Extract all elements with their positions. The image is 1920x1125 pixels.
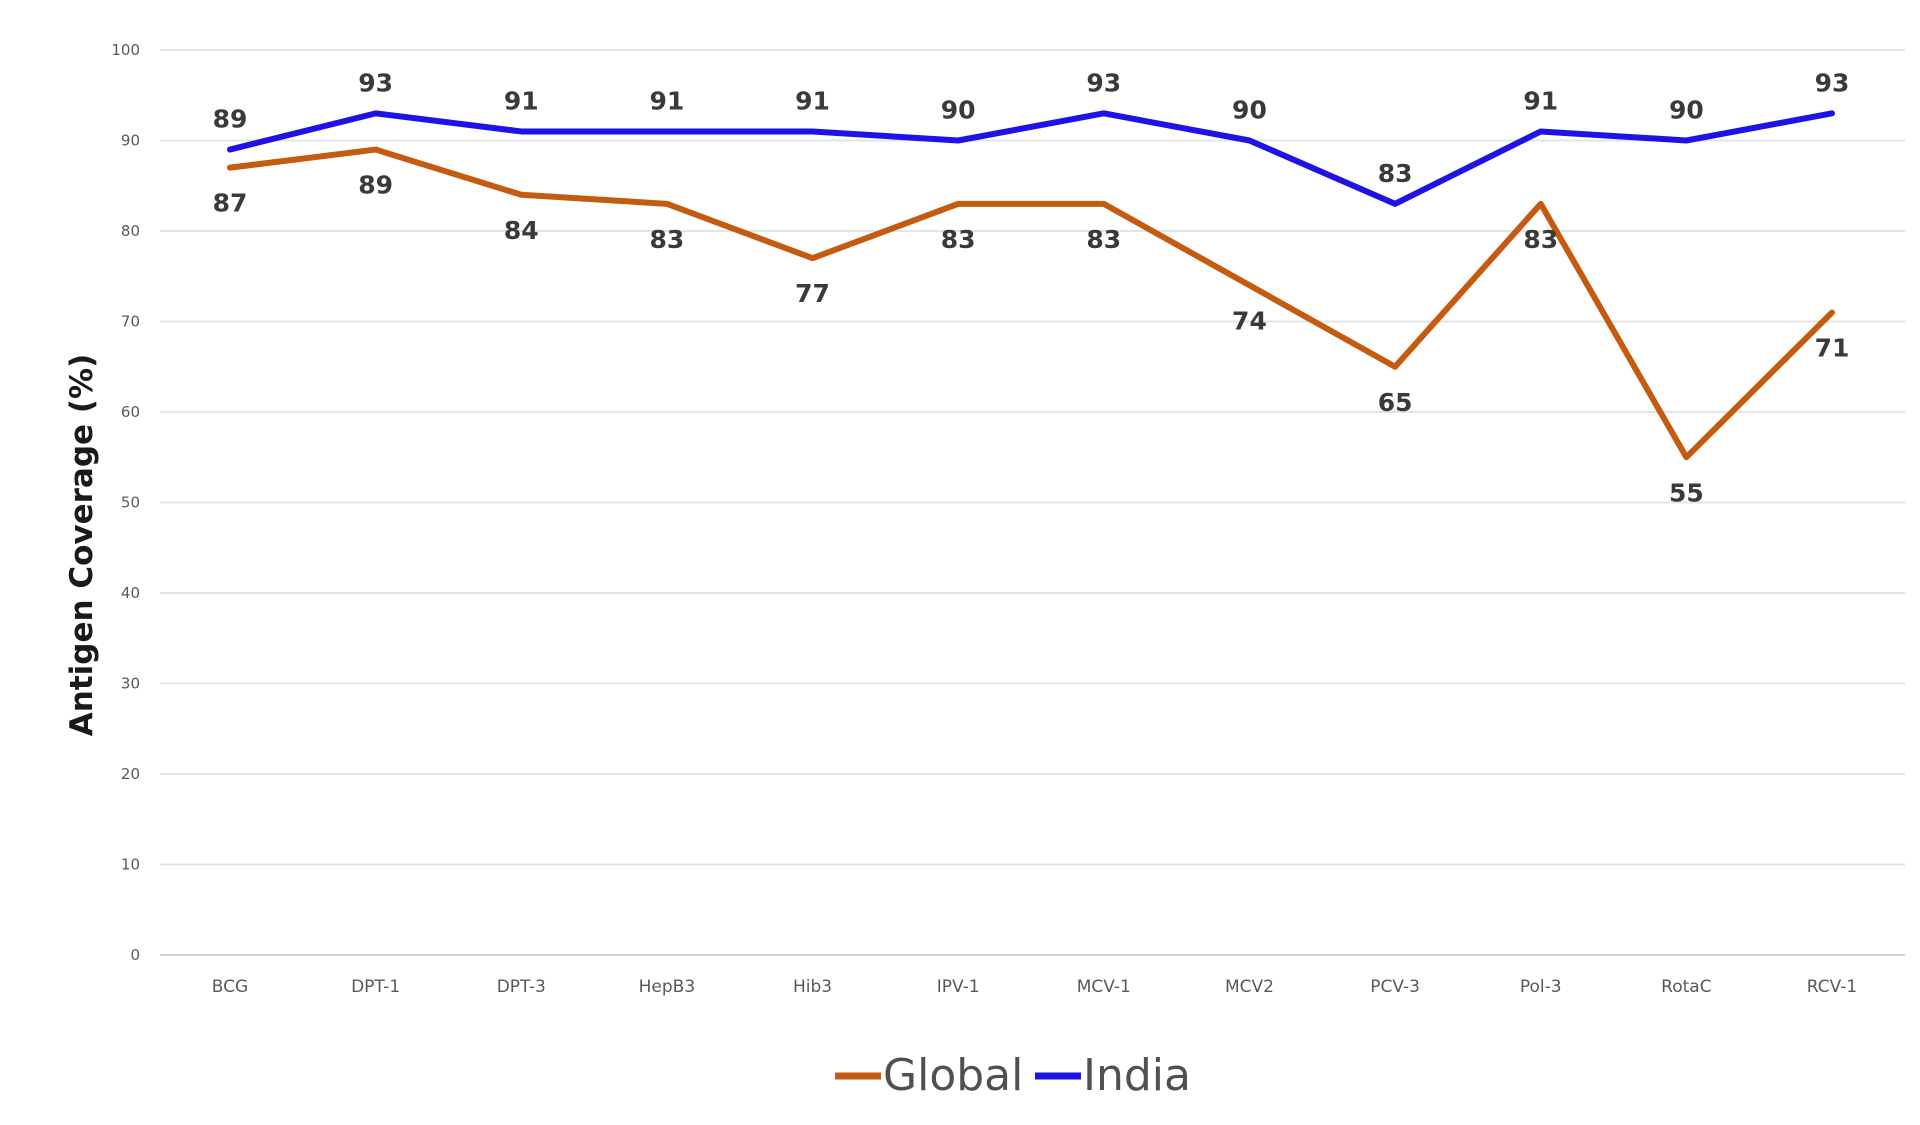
x-tick-label: IPV-1 xyxy=(937,977,980,997)
data-label-global: 84 xyxy=(504,216,539,245)
y-axis-label: Antigen Coverage (%) xyxy=(64,354,100,736)
series-lines xyxy=(227,110,1835,461)
x-tick-label: Hib3 xyxy=(793,977,832,997)
data-label-india: 90 xyxy=(941,96,976,125)
x-tick-label: Pol-3 xyxy=(1520,977,1562,997)
data-label-global: 89 xyxy=(358,171,393,200)
y-axis-ticks: 0 10 20 30 40 50 60 70 80 90 100 xyxy=(111,41,140,964)
data-label-global: 71 xyxy=(1815,333,1850,362)
legend-label-india: India xyxy=(1083,1050,1191,1101)
data-label-india: 93 xyxy=(1815,68,1850,97)
y-tick-label: 90 xyxy=(121,132,140,150)
gridlines xyxy=(160,49,1905,956)
x-tick-label: RCV-1 xyxy=(1807,977,1857,997)
y-tick-label: 30 xyxy=(121,675,140,693)
x-tick-label: DPT-1 xyxy=(351,977,400,997)
x-tick-label: PCV-3 xyxy=(1370,977,1420,997)
data-label-global: 83 xyxy=(941,225,976,254)
data-label-global: 65 xyxy=(1378,388,1413,417)
data-label-india: 93 xyxy=(1086,68,1121,97)
data-labels: 89 93 91 91 91 90 93 90 83 91 90 93 87 89 84 83 77 83 83 74… xyxy=(213,68,1850,507)
data-label-global: 83 xyxy=(1086,225,1121,254)
data-label-india: 89 xyxy=(213,105,248,134)
legend: Global India xyxy=(835,1050,1191,1101)
x-tick-label: HepB3 xyxy=(639,977,696,997)
y-tick-label: 60 xyxy=(121,403,140,421)
legend-label-global: Global xyxy=(883,1050,1023,1101)
y-tick-label: 70 xyxy=(121,313,140,331)
x-tick-label: MCV2 xyxy=(1225,977,1274,997)
y-tick-label: 0 xyxy=(130,946,140,964)
data-label-global: 77 xyxy=(795,279,830,308)
series-line-india xyxy=(227,110,1835,207)
x-tick-label: MCV-1 xyxy=(1077,977,1131,997)
data-label-global: 83 xyxy=(1523,225,1558,254)
y-tick-label: 50 xyxy=(121,494,140,512)
x-axis-ticks: BCG DPT-1 DPT-3 HepB3 Hib3 IPV-1 MCV-1 MCV2 PCV-… xyxy=(212,977,1857,997)
x-tick-label: DPT-3 xyxy=(497,977,546,997)
y-tick-label: 40 xyxy=(121,584,140,602)
y-tick-label: 100 xyxy=(111,41,140,59)
data-label-india: 83 xyxy=(1378,159,1413,188)
x-tick-label: RotaC xyxy=(1661,977,1711,997)
data-label-india: 91 xyxy=(504,86,539,115)
data-label-global: 83 xyxy=(650,225,685,254)
x-tick-label: BCG xyxy=(212,977,248,997)
data-label-india: 90 xyxy=(1232,96,1267,125)
data-label-india: 91 xyxy=(795,86,830,115)
y-tick-label: 10 xyxy=(121,856,140,874)
data-label-india: 91 xyxy=(1523,86,1558,115)
data-label-india: 93 xyxy=(358,68,393,97)
data-label-global: 55 xyxy=(1669,478,1704,507)
data-label-global: 87 xyxy=(213,189,248,218)
y-tick-label: 80 xyxy=(121,222,140,240)
series-line-global xyxy=(227,146,1835,461)
data-label-global: 74 xyxy=(1232,306,1267,335)
y-tick-label: 20 xyxy=(121,765,140,783)
data-label-india: 90 xyxy=(1669,96,1704,125)
data-label-india: 91 xyxy=(650,86,685,115)
